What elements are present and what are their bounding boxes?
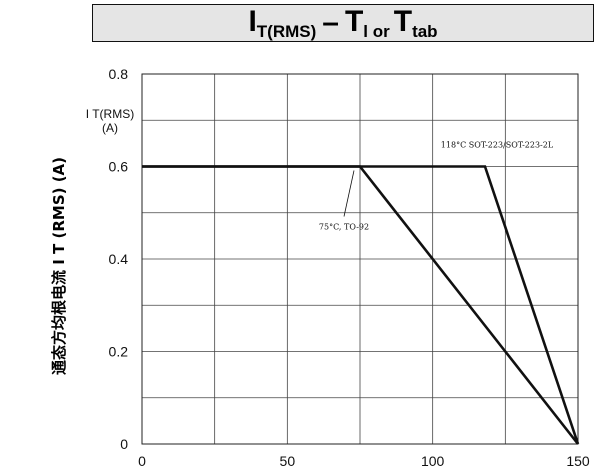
y-axis-label: 通态方均根电流 I T (RMS) (A) <box>50 157 68 375</box>
title-dash: – <box>322 6 339 39</box>
y-tick-label: 0.4 <box>109 251 129 267</box>
x-tick-label: 100 <box>421 453 445 469</box>
series-line-2 <box>142 165 580 445</box>
x-tick-label: 50 <box>280 453 296 469</box>
inner-ylabel-line2: (A) <box>102 121 118 135</box>
title-symbol-ttab: Ttab <box>393 4 438 41</box>
series-lines <box>142 165 580 445</box>
y-tick-label: 0.8 <box>109 66 129 82</box>
x-tick-label: 0 <box>138 453 146 469</box>
title-symbol-tl: Tl or <box>344 4 390 41</box>
plot-frame <box>141 73 579 445</box>
y-tick-label: 0 <box>120 436 128 452</box>
annotation-leader-line <box>343 170 355 217</box>
tick-labels: 0 50 100 150 0 0.2 0.4 0.6 0.8 <box>109 66 590 469</box>
chart-title: IT(RMS) – Tl or Ttab <box>92 4 594 42</box>
grid-lines <box>142 74 578 444</box>
title-symbol-it: IT(RMS) <box>248 4 317 41</box>
annotations: 75°C, TO-92 118°C SOT-223/SOT-223-2L <box>319 141 554 232</box>
annotation-118c-sot223: 118°C SOT-223/SOT-223-2L <box>441 141 554 150</box>
y-tick-label: 0.2 <box>109 344 129 360</box>
inner-ylabel-line1: I T(RMS) <box>86 107 134 121</box>
y-tick-label: 0.6 <box>109 159 129 175</box>
x-tick-label: 150 <box>566 453 590 469</box>
annotation-75c-to92: 75°C, TO-92 <box>319 223 369 232</box>
